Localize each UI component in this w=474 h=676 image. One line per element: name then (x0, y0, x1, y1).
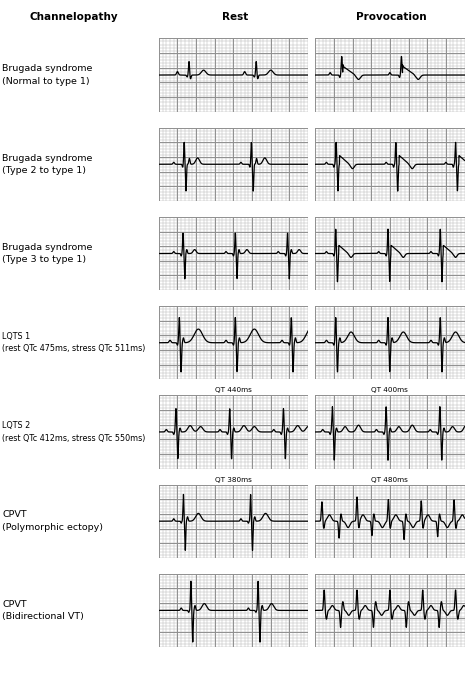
Text: Rest: Rest (221, 12, 248, 22)
Text: QT 400ms: QT 400ms (372, 387, 408, 393)
Text: Brugada syndrome
(Type 2 to type 1): Brugada syndrome (Type 2 to type 1) (2, 153, 93, 175)
Text: Brugada syndrome
(Normal to type 1): Brugada syndrome (Normal to type 1) (2, 64, 93, 86)
Text: LQTS 1
(rest QTc 475ms, stress QTc 511ms): LQTS 1 (rest QTc 475ms, stress QTc 511ms… (2, 332, 146, 354)
Text: Brugada syndrome
(Type 3 to type 1): Brugada syndrome (Type 3 to type 1) (2, 243, 93, 264)
Text: QT 440ms: QT 440ms (215, 387, 252, 393)
Text: Channelopathy: Channelopathy (29, 12, 118, 22)
Text: Provocation: Provocation (356, 12, 426, 22)
Text: QT 380ms: QT 380ms (215, 477, 252, 483)
Text: CPVT
(Bidirectional VT): CPVT (Bidirectional VT) (2, 600, 84, 621)
Text: LQTS 2
(rest QTc 412ms, stress QTc 550ms): LQTS 2 (rest QTc 412ms, stress QTc 550ms… (2, 421, 146, 443)
Text: CPVT
(Polymorphic ectopy): CPVT (Polymorphic ectopy) (2, 510, 103, 532)
Text: QT 480ms: QT 480ms (372, 477, 408, 483)
